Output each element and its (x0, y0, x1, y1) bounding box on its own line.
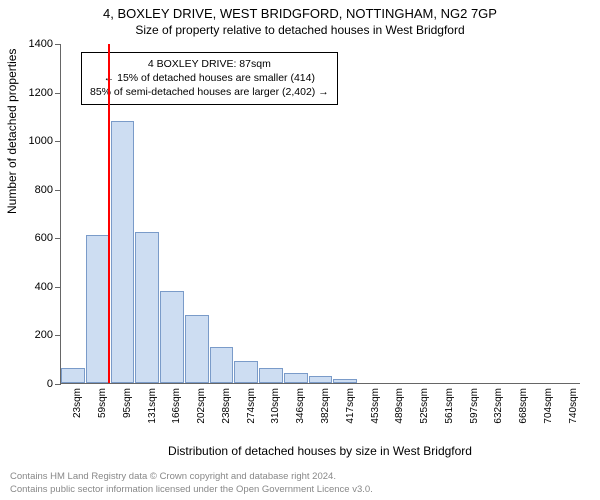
x-tick-label: 274sqm (246, 388, 257, 448)
annotation-line-2: ← 15% of detached houses are smaller (41… (90, 71, 329, 85)
y-tick-label: 0 (21, 378, 53, 390)
histogram-bar (135, 232, 159, 383)
y-tick (55, 141, 61, 142)
x-tick-label: 95sqm (122, 388, 133, 448)
x-tick-label: 561sqm (444, 388, 455, 448)
x-tick-label: 704sqm (543, 388, 554, 448)
histogram-bar (160, 291, 184, 383)
histogram-bar (259, 368, 283, 383)
y-tick (55, 93, 61, 94)
footer-line-1: Contains HM Land Registry data © Crown c… (10, 471, 373, 483)
y-tick (55, 287, 61, 288)
x-tick-label: 238sqm (221, 388, 232, 448)
x-tick-label: 597sqm (469, 388, 480, 448)
y-tick-label: 600 (21, 232, 53, 244)
y-tick-label: 1000 (21, 135, 53, 147)
y-tick (55, 384, 61, 385)
y-tick-label: 1400 (21, 38, 53, 50)
x-tick-label: 310sqm (270, 388, 281, 448)
y-tick (55, 335, 61, 336)
x-tick-label: 632sqm (493, 388, 504, 448)
x-tick-label: 740sqm (568, 388, 579, 448)
footer-attribution: Contains HM Land Registry data © Crown c… (10, 471, 373, 496)
x-tick-label: 59sqm (97, 388, 108, 448)
property-marker-line (108, 44, 110, 383)
y-tick-label: 800 (21, 184, 53, 196)
histogram-bar (111, 121, 135, 383)
x-tick-label: 453sqm (370, 388, 381, 448)
x-tick-label: 417sqm (345, 388, 356, 448)
x-tick-label: 525sqm (419, 388, 430, 448)
page-title: 4, BOXLEY DRIVE, WEST BRIDGFORD, NOTTING… (0, 0, 600, 21)
x-tick-label: 23sqm (72, 388, 83, 448)
y-axis-label: Number of detached properties (5, 49, 19, 214)
y-tick-label: 1200 (21, 87, 53, 99)
histogram-bar (86, 235, 110, 383)
x-tick-label: 131sqm (147, 388, 158, 448)
x-tick-label: 668sqm (518, 388, 529, 448)
page-subtitle: Size of property relative to detached ho… (0, 21, 600, 37)
x-tick-label: 489sqm (394, 388, 405, 448)
y-tick (55, 190, 61, 191)
histogram-bar (61, 368, 85, 383)
footer-line-2: Contains public sector information licen… (10, 484, 373, 496)
histogram-bar (185, 315, 209, 383)
chart-container: Number of detached properties 4 BOXLEY D… (60, 44, 580, 424)
histogram-bar (309, 376, 333, 383)
annotation-box: 4 BOXLEY DRIVE: 87sqm ← 15% of detached … (81, 52, 338, 105)
x-tick-label: 382sqm (320, 388, 331, 448)
annotation-line-3: 85% of semi-detached houses are larger (… (90, 85, 329, 99)
y-tick (55, 238, 61, 239)
x-tick-label: 202sqm (196, 388, 207, 448)
annotation-line-1: 4 BOXLEY DRIVE: 87sqm (90, 57, 329, 71)
histogram-bar (234, 361, 258, 383)
histogram-bar (333, 379, 357, 383)
histogram-bar (210, 347, 234, 383)
plot-area: 4 BOXLEY DRIVE: 87sqm ← 15% of detached … (60, 44, 580, 384)
histogram-bar (284, 373, 308, 383)
x-tick-label: 346sqm (295, 388, 306, 448)
y-tick-label: 200 (21, 329, 53, 341)
y-tick (55, 44, 61, 45)
y-tick-label: 400 (21, 281, 53, 293)
x-tick-label: 166sqm (171, 388, 182, 448)
